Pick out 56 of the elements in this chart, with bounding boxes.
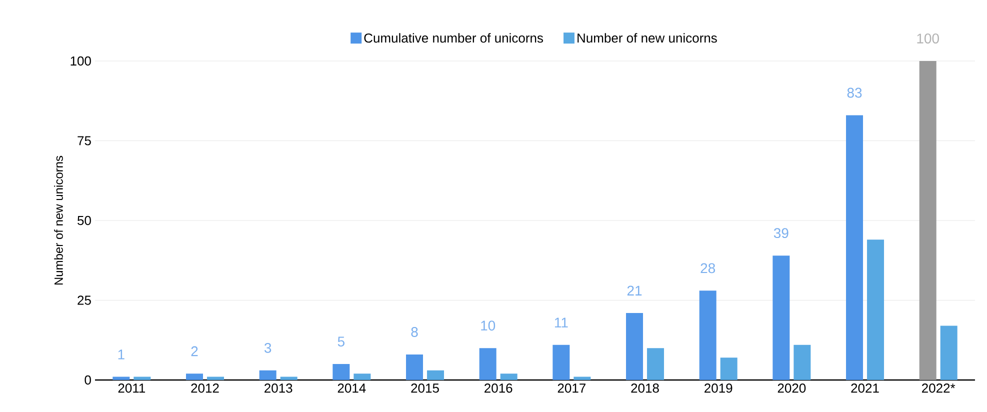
data-label: 5 xyxy=(338,336,344,347)
bar xyxy=(647,348,664,380)
bar xyxy=(112,376,130,380)
data-label: 83 xyxy=(847,88,862,98)
x-tick-label: 2014 xyxy=(338,384,366,393)
bar xyxy=(259,370,276,380)
data-label: 28 xyxy=(700,263,716,274)
bar xyxy=(699,290,716,380)
bar xyxy=(720,358,738,380)
bar xyxy=(332,364,350,380)
legend-label: Number of new unicorns xyxy=(578,33,717,43)
data-label: 2 xyxy=(191,346,198,356)
data-label: 11 xyxy=(554,318,568,328)
data-label: 39 xyxy=(774,228,788,238)
x-tick-label: 2020 xyxy=(778,384,806,393)
bar xyxy=(207,376,224,380)
data-label: 8 xyxy=(411,327,418,337)
x-tick-label: 2015 xyxy=(411,384,439,393)
bar xyxy=(846,115,864,380)
y-tick-label: 25 xyxy=(78,296,91,305)
bar xyxy=(794,344,811,380)
data-label: 21 xyxy=(627,286,642,296)
bar xyxy=(479,348,496,380)
bar xyxy=(626,313,644,380)
data-label: 1 xyxy=(118,350,124,360)
bar xyxy=(406,354,424,380)
data-label: 3 xyxy=(264,342,272,353)
x-tick-label: 2022* xyxy=(922,384,956,393)
bar xyxy=(940,326,958,380)
x-tick-label: 2017 xyxy=(558,384,586,393)
x-tick-label: 2012 xyxy=(191,384,219,393)
data-label: 10 xyxy=(481,320,496,331)
y-tick-label: 75 xyxy=(78,136,91,146)
bar xyxy=(574,376,591,380)
bar xyxy=(552,344,570,380)
bar xyxy=(772,256,790,380)
x-tick-label: 2013 xyxy=(264,384,292,393)
legend-label: Cumulative number of unicorns xyxy=(364,33,544,43)
data-label: 100 xyxy=(917,34,939,44)
bar xyxy=(186,374,203,380)
bar xyxy=(427,370,444,380)
x-tick-label: 2016 xyxy=(484,384,512,393)
y-tick-label: 50 xyxy=(78,216,91,226)
y-tick-label: 100 xyxy=(70,56,91,66)
x-tick-label: 2018 xyxy=(631,384,659,393)
x-tick-label: 2011 xyxy=(118,384,146,393)
x-tick-label: 2021 xyxy=(851,384,879,393)
x-tick-label: 2019 xyxy=(704,384,732,393)
bar xyxy=(280,376,298,380)
bar xyxy=(354,374,371,380)
bar xyxy=(867,240,884,380)
bar xyxy=(134,376,151,380)
bar xyxy=(919,61,936,380)
bar xyxy=(500,374,518,380)
y-tick-label: 0 xyxy=(84,375,91,385)
y-axis-title: Number of new unicorns xyxy=(54,156,63,285)
